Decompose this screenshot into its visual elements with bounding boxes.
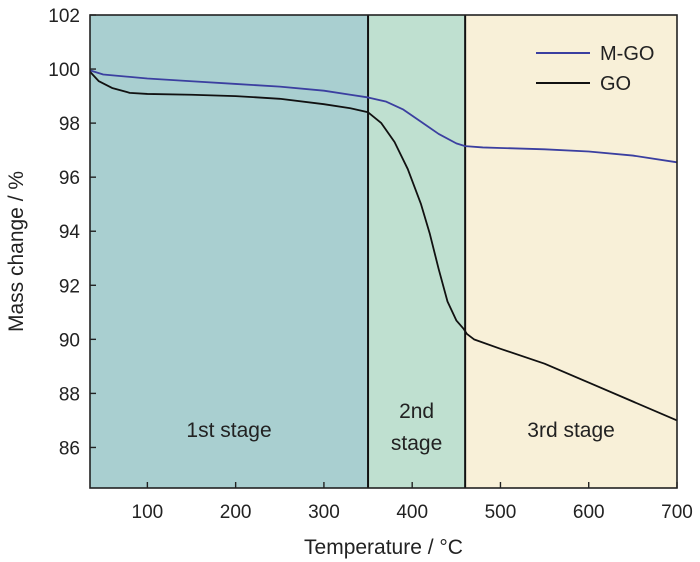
stage-regions [90,15,677,488]
y-tick-label: 96 [59,168,80,189]
y-axis-label: Mass change / % [5,171,28,332]
stage-3-region [465,15,677,488]
x-tick-label: 400 [396,502,428,523]
stage-boundaries [367,15,467,488]
x-tick-label: 500 [485,502,517,523]
x-tick-label: 600 [573,502,605,523]
x-tick-label: 100 [132,502,164,523]
y-tick-label: 98 [59,114,80,135]
axis-ticks: 100 200 300 400 500 600 700 86 88 90 92 94 96 98 100 10… [48,6,693,523]
stage-3-label: 3rd stage [527,419,615,442]
x-tick-label: 300 [308,502,340,523]
y-tick-label: 100 [48,60,80,81]
series-line-go [89,71,678,422]
stage-labels: 1st stage 2nd stage 3rd stage [186,400,614,455]
stage-1-region [90,15,369,488]
y-tick-label: 88 [59,384,80,405]
y-tick-label: 86 [59,438,80,459]
legend-label-go: GO [600,73,631,95]
stage-2-label: stage [391,432,442,455]
stage-2-label: 2nd [399,400,434,423]
y-tick-label: 92 [59,276,80,297]
legend-label-m-go: M-GO [600,43,654,65]
legend: M-GO GO [536,43,654,95]
series-line-m-go [89,69,678,164]
x-tick-label: 700 [661,502,693,523]
data-series [89,69,678,422]
x-tick-label: 200 [220,502,252,523]
stage-1-label: 1st stage [186,419,271,442]
x-axis-label: Temperature / °C [304,536,463,559]
y-tick-label: 90 [59,330,80,351]
y-tick-label: 102 [48,6,80,27]
y-tick-label: 94 [59,222,81,243]
stage-2-region [368,15,466,488]
plot-frame [89,14,678,489]
